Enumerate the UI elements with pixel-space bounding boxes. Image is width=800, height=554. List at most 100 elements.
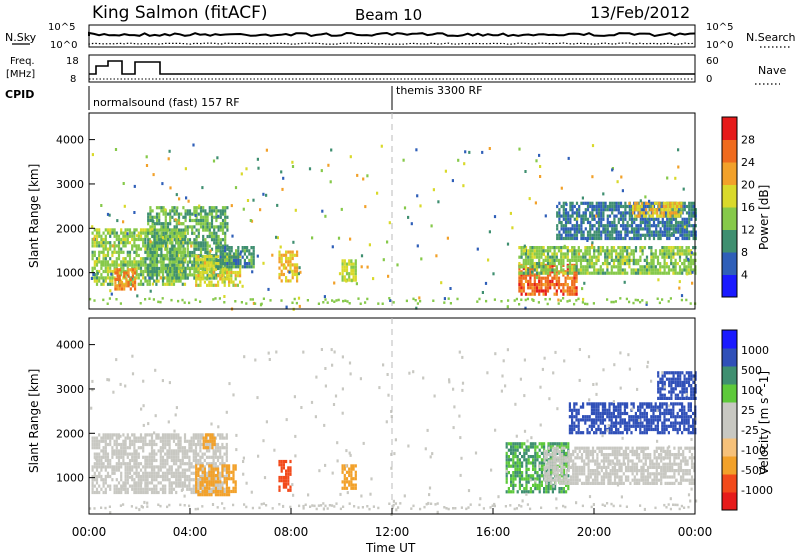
heatmap-cell xyxy=(91,269,94,274)
heatmap-cell xyxy=(131,442,134,447)
heatmap-cell xyxy=(208,462,211,466)
heatmap-cell xyxy=(172,279,176,283)
heatmap-cell xyxy=(175,279,178,283)
heatmap-cell xyxy=(619,233,623,237)
heatmap-cell xyxy=(173,244,176,248)
heatmap-cell xyxy=(624,217,627,221)
heatmap-cell xyxy=(179,263,182,267)
heatmap-cell xyxy=(558,233,561,237)
heatmap-cell xyxy=(663,271,666,275)
heatmap-cell xyxy=(228,493,231,497)
heatmap-cell xyxy=(120,452,123,456)
heatmap-cell xyxy=(210,493,213,497)
heatmap-cell xyxy=(676,246,679,250)
heatmap-cell xyxy=(150,487,154,491)
heatmap-cell xyxy=(202,244,205,248)
heatmap-cell xyxy=(199,480,202,484)
heatmap-cell xyxy=(611,230,614,234)
heatmap-cell xyxy=(199,280,202,284)
heatmap-cell xyxy=(208,228,211,232)
heatmap-cell xyxy=(120,269,123,274)
heatmap-cell xyxy=(612,300,615,304)
heatmap-cell xyxy=(527,252,530,256)
heatmap-cell xyxy=(195,477,198,481)
heatmap-cell xyxy=(547,478,551,482)
heatmap-cell xyxy=(523,442,526,446)
heatmap-cell xyxy=(661,217,664,221)
heatmap-cell xyxy=(159,300,162,304)
heatmap-cell xyxy=(145,155,148,159)
heatmap-cell xyxy=(641,265,644,269)
heatmap-cell xyxy=(194,214,197,217)
heatmap-cell xyxy=(237,246,240,250)
heatmap-cell xyxy=(117,462,121,466)
heatmap-cell xyxy=(396,263,399,267)
heatmap-cell xyxy=(600,214,603,218)
power-heatmap-cells xyxy=(89,143,697,311)
heatmap-cell xyxy=(151,234,154,239)
heatmap-cell xyxy=(633,211,636,215)
nsearch-tick-bottom: 10^0 xyxy=(706,40,733,51)
heatmap-cell xyxy=(123,271,126,275)
heatmap-cell xyxy=(221,228,225,232)
heatmap-cell xyxy=(580,230,583,234)
heatmap-cell xyxy=(194,446,198,450)
heatmap-cell xyxy=(528,197,531,201)
heatmap-cell xyxy=(288,270,291,274)
heatmap-cell xyxy=(652,255,655,259)
heatmap-cell xyxy=(639,255,642,259)
heatmap-cell xyxy=(221,473,224,478)
heatmap-cell xyxy=(159,436,162,440)
heatmap-cell xyxy=(180,269,183,273)
heatmap-cell xyxy=(193,257,196,261)
heatmap-cell xyxy=(100,250,103,254)
heatmap-cell xyxy=(124,273,127,277)
heatmap-cell xyxy=(533,249,536,253)
heatmap-cell xyxy=(111,455,114,459)
heatmap-cell xyxy=(573,279,576,283)
heatmap-cell xyxy=(430,224,433,228)
heatmap-cell xyxy=(617,268,620,272)
heatmap-cell xyxy=(512,487,515,491)
heatmap-cell xyxy=(183,260,187,264)
heatmap-cell xyxy=(120,446,123,450)
heatmap-cell xyxy=(291,269,294,273)
heatmap-cell xyxy=(540,289,543,293)
heatmap-cell xyxy=(600,449,603,453)
heatmap-cell xyxy=(104,487,107,491)
heatmap-cell xyxy=(323,295,326,299)
heatmap-cell xyxy=(546,258,550,262)
heatmap-cell xyxy=(148,266,151,270)
heatmap-cell xyxy=(593,230,596,234)
heatmap-cell xyxy=(435,254,438,258)
heatmap-cell xyxy=(212,477,215,481)
heatmap-cell xyxy=(565,442,568,446)
heatmap-cell xyxy=(525,467,528,471)
heatmap-cell xyxy=(449,302,452,305)
heatmap-cell xyxy=(137,462,140,466)
heatmap-cell xyxy=(591,233,594,237)
heatmap-cell xyxy=(532,455,535,459)
heatmap-cell xyxy=(225,470,228,474)
heatmap-cell xyxy=(686,272,689,276)
heatmap-cell xyxy=(164,478,167,482)
heatmap-cell xyxy=(118,277,121,281)
heatmap-cell xyxy=(195,473,198,478)
heatmap-cell xyxy=(280,469,283,473)
heatmap-cell xyxy=(575,252,578,256)
heatmap-cell xyxy=(131,231,134,235)
heatmap-cell xyxy=(619,211,623,215)
heatmap-cell xyxy=(226,244,229,248)
heatmap-cell xyxy=(179,449,182,453)
heatmap-cell xyxy=(214,493,217,497)
heatmap-cell xyxy=(545,453,548,457)
heatmap-cell xyxy=(131,237,134,242)
heatmap-cell xyxy=(100,474,103,479)
heatmap-cell xyxy=(166,250,169,254)
heatmap-cell xyxy=(117,244,121,248)
heatmap-cell xyxy=(208,493,211,497)
heatmap-cell xyxy=(544,271,547,275)
heatmap-cell xyxy=(538,286,541,290)
heatmap-cell xyxy=(507,487,510,491)
heatmap-cell xyxy=(122,433,125,437)
